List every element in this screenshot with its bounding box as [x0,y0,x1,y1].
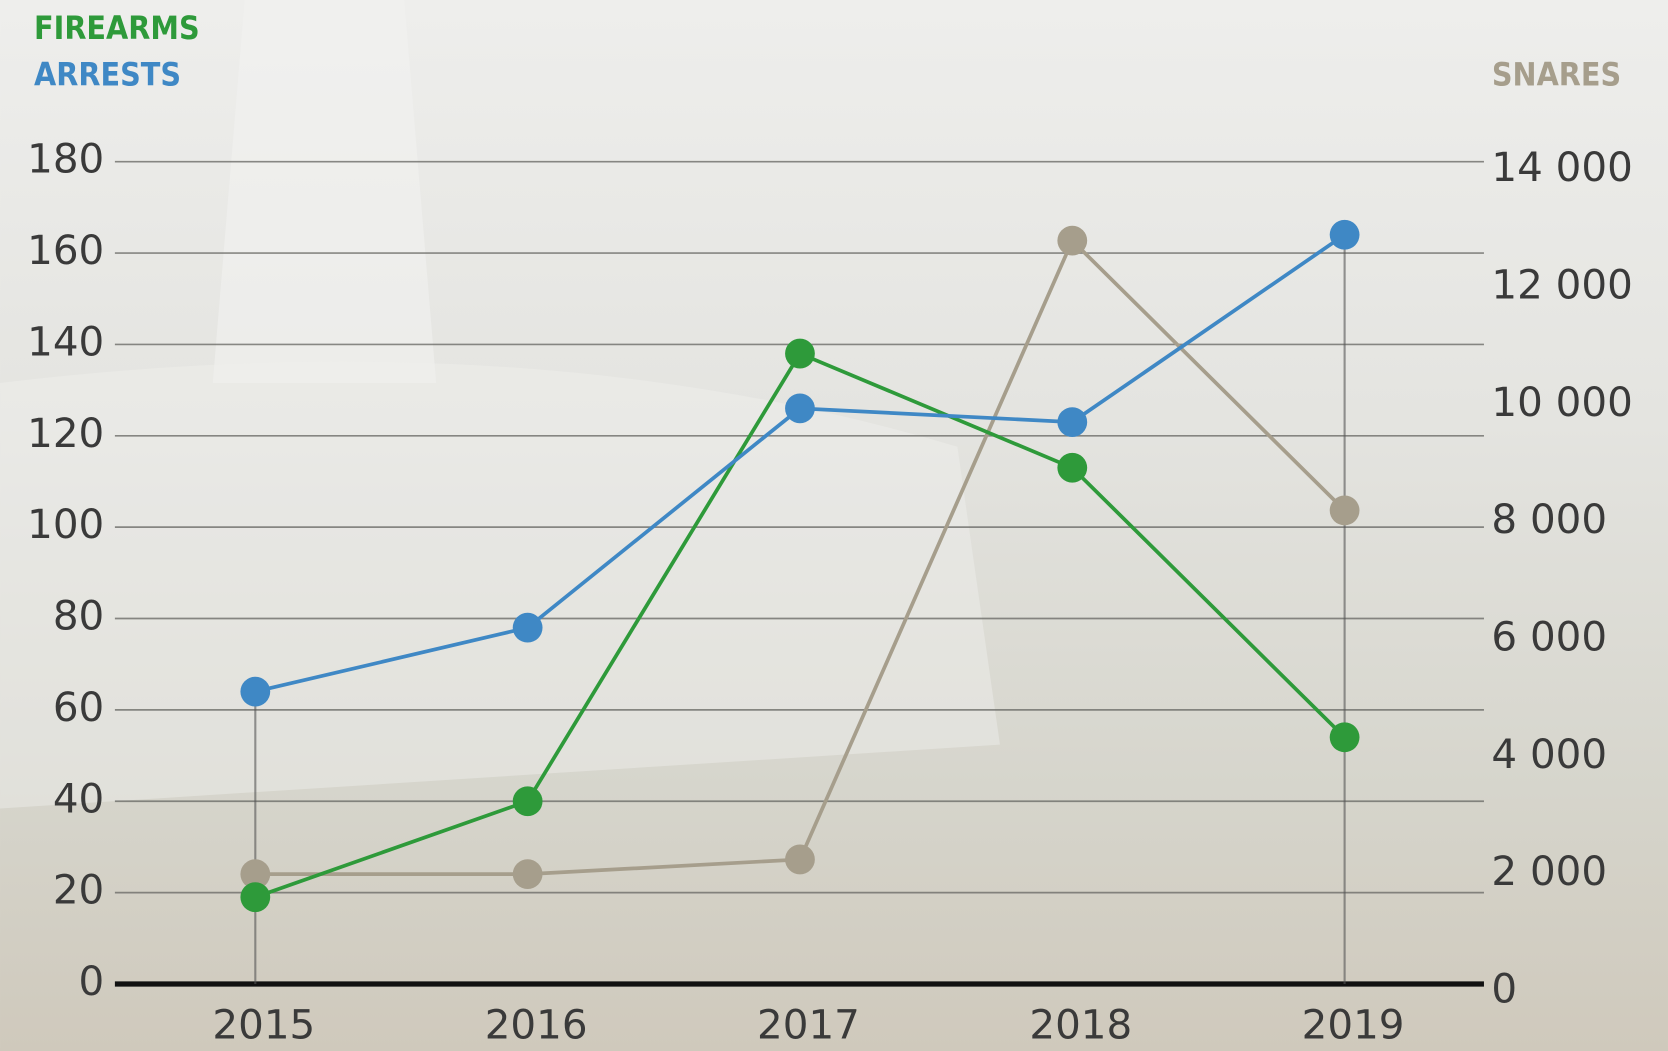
data-point [1057,407,1088,437]
data-point [1329,495,1360,526]
data-point [240,859,271,890]
y-tick-label: 20 [53,866,104,914]
y2-tick-label: 2 000 [1491,847,1607,895]
data-point [1057,452,1088,483]
x-tick-label: 2017 [757,1001,860,1049]
data-point [1329,219,1360,250]
y-tick-label: 120 [27,409,104,457]
y-tick-label: 0 [79,957,105,1005]
data-point [785,844,815,875]
y2-tick-label: 6 000 [1491,612,1607,660]
data-point [785,393,815,424]
x-tick-label: 2019 [1302,1001,1405,1049]
y2-tick-label: 14 000 [1491,143,1632,191]
data-point [240,882,271,913]
x-tick-label: 2018 [1029,1001,1132,1049]
data-point [1057,225,1088,256]
data-point [512,859,543,890]
y-tick-label: 80 [53,592,104,640]
y-tick-label: 60 [53,683,104,731]
data-point [512,612,543,643]
y-tick-label: 160 [27,226,104,274]
data-point [1329,722,1360,753]
legend-firearms: FIREARMS [34,9,200,47]
legend-snares: SNARES [1492,56,1621,94]
background-shape [212,0,437,383]
y2-tick-label: 10 000 [1491,378,1632,426]
data-point [512,786,543,817]
y2-tick-label: 8 000 [1491,495,1607,543]
y-tick-label: 140 [27,317,104,365]
y-tick-label: 180 [27,135,104,183]
legend-arrests: ARRESTS [34,56,181,94]
y2-tick-label: 12 000 [1491,261,1632,309]
data-point [240,676,271,707]
data-point [785,338,815,369]
y-tick-label: 40 [53,774,104,822]
y-tick-label: 100 [27,500,104,548]
x-tick-label: 2016 [485,1001,588,1049]
y2-tick-label: 4 000 [1491,730,1607,778]
y2-tick-label: 0 [1491,964,1517,1012]
x-tick-label: 2015 [212,1001,315,1049]
